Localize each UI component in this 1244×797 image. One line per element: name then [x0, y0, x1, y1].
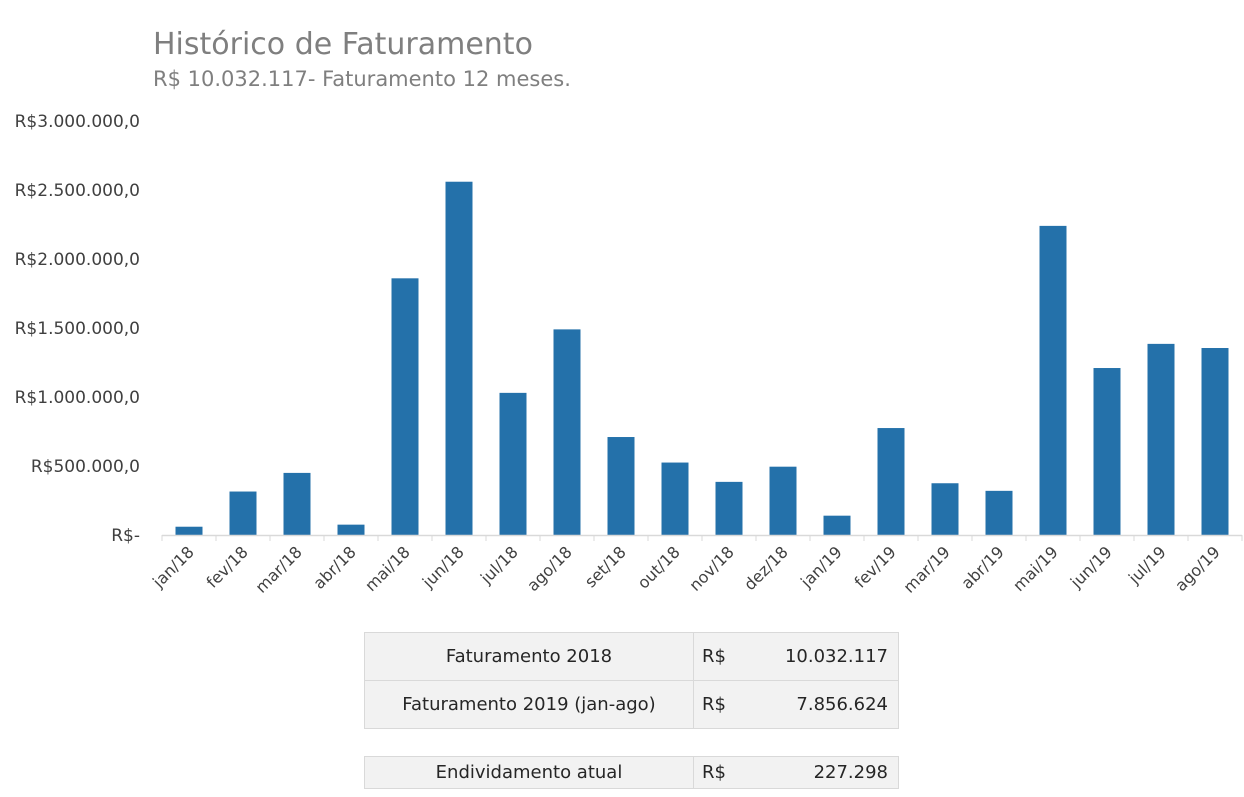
x-tick-label: mar/19: [900, 542, 954, 596]
summary-value: 7.856.624: [778, 680, 899, 729]
bar-mai-19: [1039, 225, 1067, 535]
x-tick-label: nov/18: [685, 542, 737, 594]
bar-abr-19: [985, 490, 1013, 535]
y-tick-label: R$2.500.000,0: [15, 181, 140, 201]
bar-out-18: [661, 462, 689, 535]
x-tick-label: jan/19: [796, 542, 846, 592]
summary-row-2018: Faturamento 2018 R$ 10.032.117: [364, 632, 899, 681]
x-tick-label: jan/18: [148, 542, 198, 592]
bar-nov-18: [715, 481, 743, 535]
bar-jul-19: [1147, 343, 1175, 535]
y-tick-label: R$1.500.000,0: [15, 319, 140, 339]
revenue-bar-chart: R$- R$500.000,0 R$1.000.000,0 R$1.500.000,0…: [15, 112, 1243, 597]
bar-set-18: [607, 437, 635, 535]
bar-jan-18: [175, 526, 203, 535]
x-tick-label: mai/19: [1009, 542, 1062, 595]
y-tick-label: R$500.000,0: [31, 457, 140, 477]
x-tick-label: fev/19: [851, 542, 900, 591]
x-tick-label: set/18: [581, 542, 630, 591]
bar-ago-18: [553, 329, 581, 535]
x-tick-label: fev/18: [203, 542, 252, 591]
y-tick-label: R$2.000.000,0: [15, 250, 140, 270]
x-tick-label: mar/18: [252, 542, 306, 596]
revenue-summary-table: Faturamento 2018 R$ 10.032.117 Faturamen…: [364, 632, 899, 729]
bar-jan-19: [823, 515, 851, 535]
summary-label: Faturamento 2019 (jan-ago): [364, 680, 694, 729]
x-tick-label: abr/18: [309, 542, 359, 592]
x-tick-label: jun/19: [1066, 542, 1116, 592]
bar-abr-18: [337, 524, 365, 535]
x-tick-label: jul/18: [476, 542, 522, 588]
y-tick-label: R$-: [111, 526, 140, 546]
debt-table: Endividamento atual R$ 227.298: [364, 756, 899, 789]
summary-row-2019: Faturamento 2019 (jan-ago) R$ 7.856.624: [364, 680, 899, 729]
x-tick-label: dez/18: [740, 542, 792, 594]
summary-value: 10.032.117: [778, 632, 899, 681]
summary-currency: R$: [693, 680, 778, 729]
y-tick-label: R$1.000.000,0: [15, 388, 140, 408]
x-tick-label: ago/18: [523, 542, 576, 595]
y-tick-label: R$3.000.000,0: [15, 112, 140, 132]
debt-value: 227.298: [778, 756, 899, 789]
bar-mar-18: [283, 472, 311, 535]
x-tick-label: jul/19: [1124, 542, 1170, 588]
bar-mar-19: [931, 483, 959, 535]
chart-subtitle: R$ 10.032.117- Faturamento 12 meses.: [153, 67, 571, 91]
bar-jul-18: [499, 392, 527, 535]
bar-ago-19: [1201, 348, 1229, 535]
bar-mai-18: [391, 278, 419, 535]
debt-row: Endividamento atual R$ 227.298: [364, 756, 899, 789]
bar-jun-19: [1093, 368, 1121, 535]
debt-label: Endividamento atual: [364, 756, 694, 789]
bar-fev-19: [877, 428, 905, 535]
summary-currency: R$: [693, 632, 778, 681]
bar-fev-18: [229, 491, 257, 535]
bar-dez-18: [769, 466, 797, 535]
summary-label: Faturamento 2018: [364, 632, 694, 681]
x-tick-label: abr/19: [957, 542, 1007, 592]
chart-title: Histórico de Faturamento: [153, 27, 533, 62]
debt-currency: R$: [693, 756, 778, 789]
x-tick-label: jun/18: [418, 542, 468, 592]
bar-jun-18: [445, 181, 473, 535]
x-tick-label: mai/18: [361, 542, 414, 595]
x-tick-label: ago/19: [1171, 542, 1224, 595]
x-tick-label: out/18: [634, 542, 684, 592]
